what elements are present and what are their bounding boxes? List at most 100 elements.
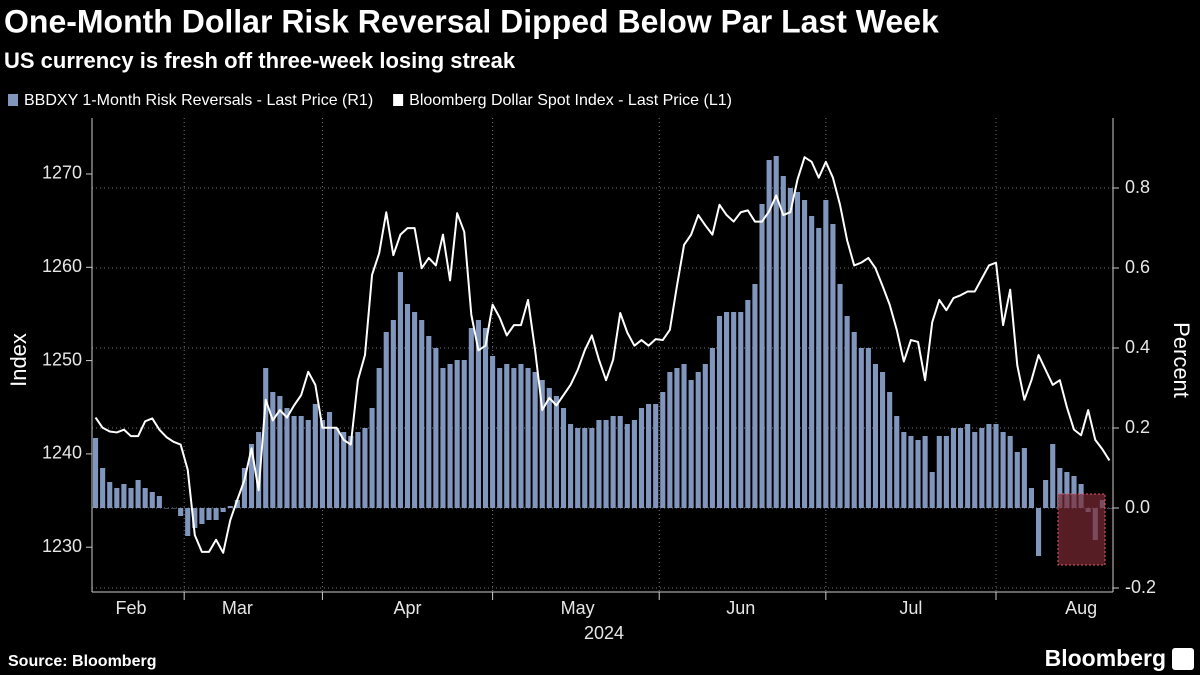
bar <box>376 368 382 508</box>
bar <box>646 404 652 508</box>
bar <box>284 408 290 508</box>
bar <box>341 432 347 508</box>
chart-subtitle: US currency is fresh off three-week losi… <box>4 48 516 73</box>
bar <box>610 416 616 508</box>
bar <box>858 348 864 508</box>
legend-swatch <box>8 94 18 106</box>
bar <box>894 416 900 508</box>
y2-tick-label: 0.0 <box>1125 497 1150 517</box>
bar <box>227 506 233 508</box>
bar <box>958 428 964 508</box>
bar <box>901 432 907 508</box>
bar <box>653 404 659 508</box>
bar <box>575 428 581 508</box>
bar <box>773 156 779 508</box>
bar <box>752 284 758 508</box>
bar <box>412 312 418 508</box>
bar <box>865 348 871 508</box>
bar <box>447 364 453 508</box>
bar <box>794 192 801 508</box>
bar <box>319 420 325 508</box>
bar <box>950 428 957 508</box>
bar <box>156 496 162 508</box>
bar <box>192 508 198 528</box>
bar <box>816 228 822 508</box>
brand-icon <box>1172 648 1194 670</box>
bar <box>440 368 446 508</box>
bar <box>1106 508 1113 509</box>
bar <box>107 482 113 508</box>
bar <box>851 332 857 508</box>
bar <box>844 316 850 508</box>
bar <box>178 508 184 516</box>
bar <box>121 484 127 508</box>
brand: Bloomberg <box>1045 645 1166 671</box>
bar <box>1057 468 1063 508</box>
bar <box>802 200 808 508</box>
bar <box>688 380 694 508</box>
y-axis-title: Index <box>6 333 31 387</box>
bar <box>128 488 134 508</box>
bar <box>596 420 602 508</box>
bar <box>185 508 191 536</box>
bar <box>1050 444 1056 508</box>
bar <box>745 300 751 508</box>
bar <box>270 392 276 508</box>
bar <box>305 420 311 508</box>
bar <box>560 408 567 508</box>
bar <box>986 424 992 508</box>
bar <box>702 364 708 508</box>
bar <box>263 368 269 508</box>
bar <box>256 432 262 508</box>
bar <box>823 200 829 508</box>
bar <box>397 272 403 508</box>
bar <box>482 328 489 508</box>
bar <box>490 356 496 508</box>
bar <box>433 348 439 508</box>
bar <box>809 216 815 508</box>
y2-tick-label: 0.2 <box>1125 417 1150 437</box>
bar <box>936 436 942 508</box>
bar <box>390 320 396 508</box>
line <box>94 156 1111 554</box>
bar <box>943 436 949 508</box>
bar <box>766 160 772 508</box>
y2-tick-label: 0.4 <box>1125 337 1150 357</box>
bar <box>1064 472 1070 508</box>
y2-tick-label: -0.2 <box>1125 577 1156 597</box>
bar <box>170 508 177 509</box>
bar <box>149 492 155 508</box>
y-tick-label: 1240 <box>42 443 82 463</box>
bar <box>1035 508 1042 556</box>
bar <box>624 424 630 508</box>
bar <box>780 176 786 508</box>
bar <box>695 372 701 508</box>
bar <box>667 372 673 508</box>
bar <box>887 392 893 508</box>
highlight-box <box>1057 493 1106 566</box>
bar <box>291 416 297 508</box>
bar <box>326 412 333 508</box>
y-tick-label: 1230 <box>42 536 82 556</box>
bar <box>532 372 538 508</box>
bar <box>731 312 737 508</box>
bar <box>1021 448 1027 508</box>
bar <box>546 388 552 508</box>
bar <box>362 428 368 508</box>
bar <box>617 416 623 508</box>
bar <box>454 360 460 508</box>
bar <box>383 332 389 508</box>
bar <box>220 508 226 512</box>
bar <box>589 428 595 508</box>
bar <box>369 408 375 508</box>
bar <box>504 364 510 508</box>
bar <box>1000 432 1006 508</box>
bar <box>206 508 212 520</box>
bar <box>759 204 765 508</box>
bar <box>716 316 723 508</box>
bar <box>660 392 666 508</box>
bar <box>277 396 283 508</box>
x-tick-label: Apr <box>394 598 422 618</box>
bar <box>213 508 219 520</box>
